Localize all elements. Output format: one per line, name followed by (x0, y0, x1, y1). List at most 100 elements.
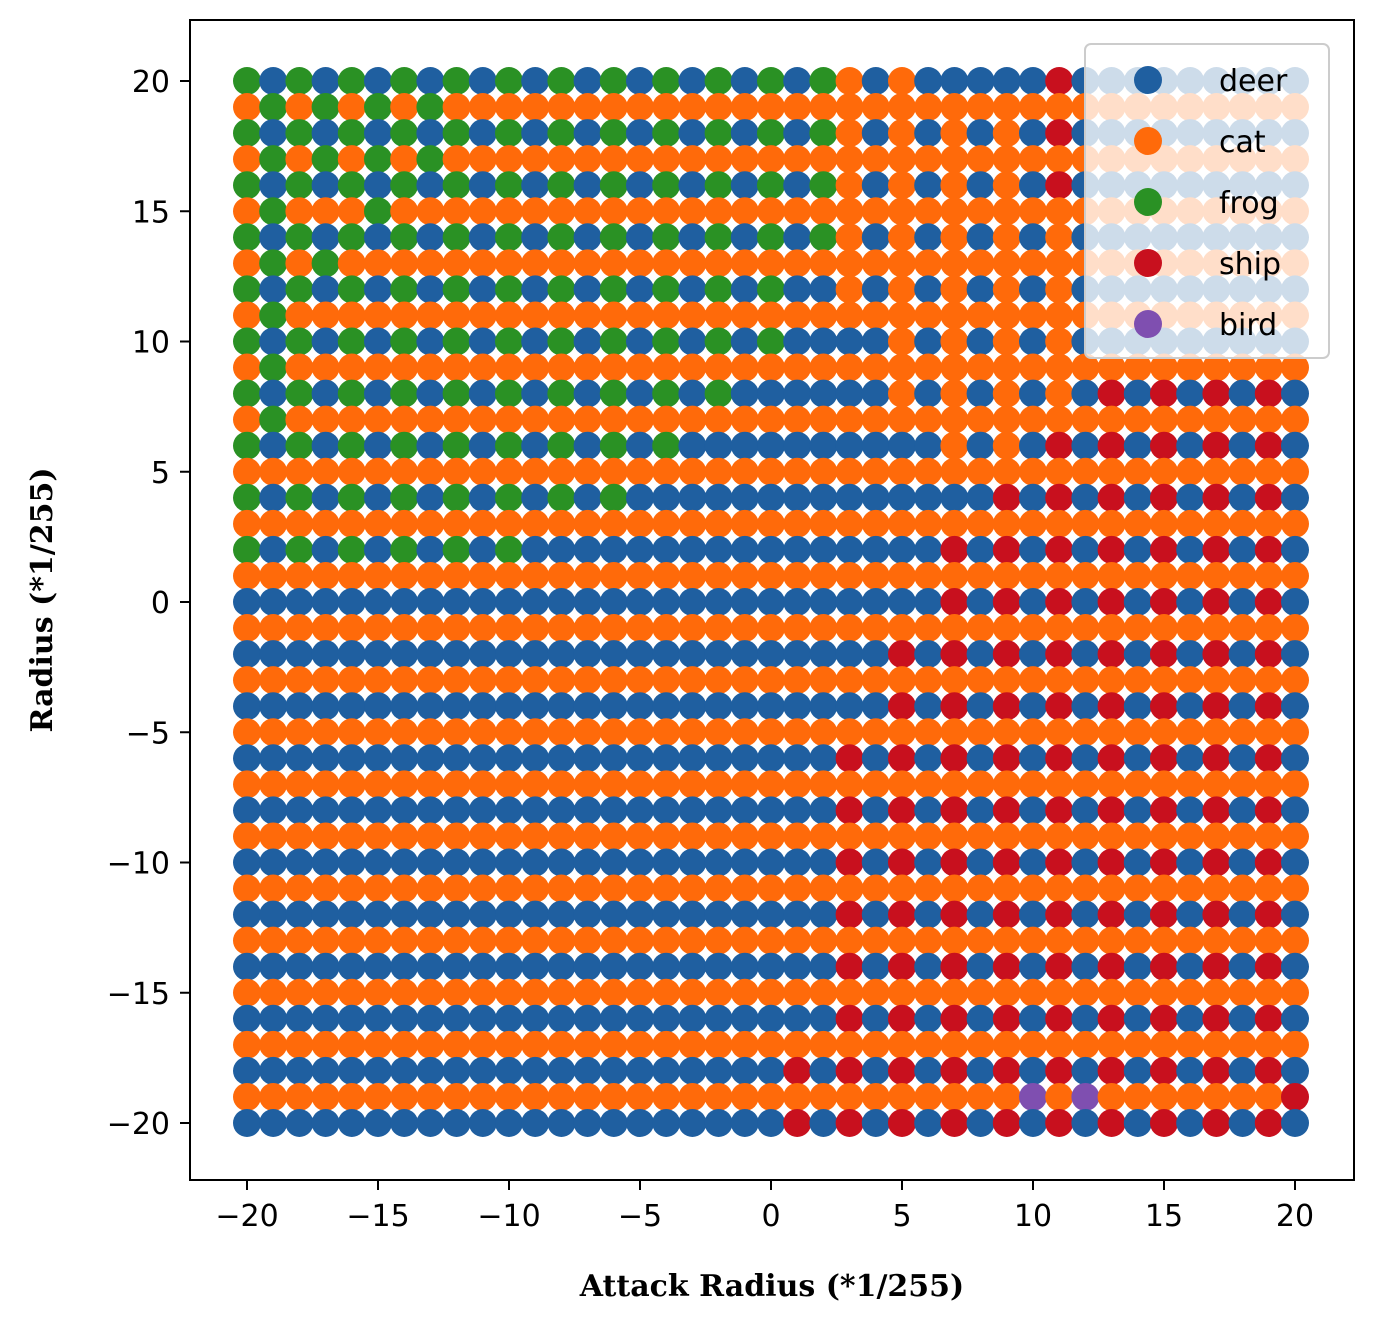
point-cat (940, 874, 969, 903)
point-cat (1045, 223, 1074, 252)
point-ship (1202, 692, 1231, 721)
point-cat (835, 874, 864, 903)
point-cat (861, 874, 890, 903)
point-cat (468, 926, 497, 955)
point-cat (914, 614, 943, 643)
point-deer (966, 223, 995, 252)
point-deer (599, 848, 628, 877)
point-cat (1254, 1030, 1283, 1059)
point-cat (861, 666, 890, 695)
point-cat (704, 301, 733, 330)
point-frog (233, 119, 261, 148)
point-cat (835, 926, 864, 955)
point-ship (1254, 588, 1283, 616)
point-cat (704, 978, 733, 1007)
point-deer (364, 1109, 392, 1137)
point-cat (416, 197, 445, 226)
point-deer (861, 483, 890, 512)
point-cat (1097, 1082, 1126, 1111)
point-cat (1150, 457, 1178, 486)
point-deer (783, 275, 812, 304)
point-cat (416, 353, 445, 382)
point-cat (495, 926, 523, 955)
point-cat (337, 926, 366, 955)
point-deer (626, 171, 654, 200)
point-cat (599, 353, 628, 382)
point-deer (390, 588, 419, 616)
point-cat (835, 145, 864, 174)
point-cat (1281, 874, 1309, 903)
point-deer (626, 1109, 654, 1137)
point-cat (940, 145, 969, 174)
point-cat (966, 1082, 995, 1111)
point-ship (1150, 379, 1178, 408)
point-deer (652, 588, 681, 616)
point-cat (992, 718, 1021, 747)
point-cat (442, 561, 471, 590)
point-cat (521, 145, 550, 174)
point-deer (364, 796, 392, 825)
point-deer (495, 1056, 523, 1085)
point-deer (259, 744, 288, 773)
point-frog (809, 119, 838, 148)
point-deer (495, 952, 523, 981)
point-cat (521, 666, 550, 695)
point-deer (861, 223, 890, 252)
point-deer (364, 67, 392, 95)
point-cat (1254, 614, 1283, 643)
point-cat (1202, 561, 1231, 590)
point-deer (468, 483, 497, 512)
point-cat (835, 457, 864, 486)
point-cat (442, 197, 471, 226)
point-cat (652, 614, 681, 643)
point-cat (1176, 978, 1205, 1007)
point-cat (783, 509, 812, 538)
point-cat (704, 405, 733, 434)
point-deer (1176, 1109, 1205, 1137)
point-cat (259, 666, 288, 695)
point-frog (652, 327, 681, 356)
point-ship (1150, 1109, 1178, 1137)
point-cat (992, 978, 1021, 1007)
point-cat (626, 457, 654, 486)
point-deer (573, 900, 602, 929)
point-cat (259, 561, 288, 590)
point-cat (914, 457, 943, 486)
point-ship (1097, 379, 1126, 408)
point-cat (442, 666, 471, 695)
point-cat (1045, 822, 1074, 851)
point-deer (364, 327, 392, 356)
point-cat (233, 978, 261, 1007)
point-ship (1254, 848, 1283, 877)
point-cat (966, 666, 995, 695)
point-cat (652, 1030, 681, 1059)
point-deer (966, 900, 995, 929)
point-deer (495, 744, 523, 773)
point-deer (678, 848, 707, 877)
point-deer (966, 535, 995, 564)
point-deer (1019, 588, 1047, 616)
point-deer (495, 1004, 523, 1033)
point-cat (495, 978, 523, 1007)
x-tick-label: 5 (892, 1199, 911, 1234)
point-ship (1045, 900, 1074, 929)
point-deer (599, 640, 628, 669)
point-cat (835, 666, 864, 695)
point-deer (1071, 535, 1100, 564)
point-cat (364, 457, 392, 486)
point-cat (364, 1082, 392, 1111)
point-deer (547, 900, 576, 929)
point-cat (1228, 874, 1257, 903)
point-deer (311, 1109, 340, 1137)
point-deer (1281, 1056, 1309, 1085)
point-deer (1071, 744, 1100, 773)
point-deer (416, 223, 445, 252)
point-cat (468, 874, 497, 903)
point-frog (599, 67, 628, 95)
point-ship (1097, 535, 1126, 564)
point-cat (730, 145, 759, 174)
point-deer (783, 1004, 812, 1033)
point-cat (966, 926, 995, 955)
point-cat (966, 770, 995, 799)
point-cat (888, 1030, 916, 1059)
